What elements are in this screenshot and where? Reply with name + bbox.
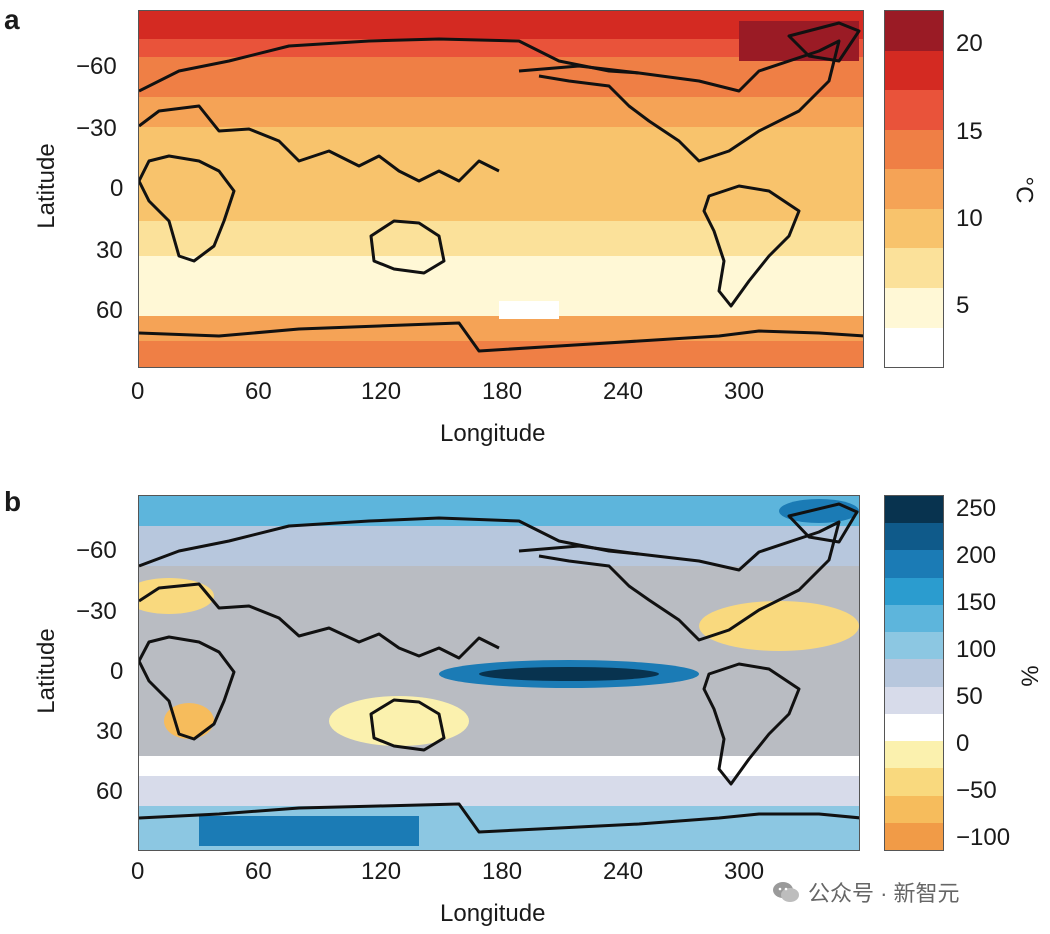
- panel-b-xtick: 180: [482, 858, 523, 885]
- colorbar-a-tick: 5: [956, 292, 970, 319]
- panel-a-ytick: 60: [96, 297, 123, 324]
- panel-a-xtick: 300: [724, 378, 765, 405]
- colorbar-a-cell: [885, 50, 943, 91]
- panel-b-xtick: 60: [245, 858, 272, 885]
- panel-a-ylabel: Latitude: [33, 143, 60, 229]
- colorbar-a-tick: 10: [956, 205, 983, 232]
- colorbar-b-cell: [885, 577, 943, 605]
- panel-b-unit: %: [1015, 665, 1043, 687]
- colorbar-b-cell: [885, 523, 943, 551]
- panel-b-xtick: 120: [361, 858, 402, 885]
- colorbar-a-cell: [885, 90, 943, 130]
- wechat-icon: [773, 882, 799, 902]
- panel-a-xtick: 0: [131, 378, 145, 405]
- panel-b-ylabel: Latitude: [33, 628, 60, 714]
- panel-b-xtick: 240: [603, 858, 644, 885]
- colorbar-a-tick: 15: [956, 118, 983, 145]
- colorbar-b-tick: 150: [956, 589, 997, 616]
- colorbar-b-cell: [885, 741, 943, 769]
- colorbar-b-cell: [885, 822, 943, 851]
- panel-a-xtick: 180: [482, 378, 523, 405]
- colorbar-b-cell: [885, 795, 943, 823]
- colorbar-a-cell: [885, 287, 943, 328]
- colorbar-b-tick: −50: [956, 777, 997, 804]
- watermark-text: 公众号 · 新智元: [808, 881, 960, 906]
- colorbar-b-cell: [885, 632, 943, 660]
- panel-b-letter: b: [4, 486, 22, 517]
- colorbar-b-tick: 100: [956, 636, 997, 663]
- colorbar-a-cell: [885, 129, 943, 170]
- colorbar-b-cell: [885, 604, 943, 633]
- panel-a-map-canvas: [139, 11, 863, 367]
- panel-b-ytick: 60: [96, 778, 123, 805]
- colorbar-a-cell: [885, 11, 943, 51]
- panel-a-xtick: 240: [603, 378, 644, 405]
- colorbar-b-tick: −100: [956, 824, 1011, 851]
- panel-a-ytick: 0: [110, 175, 124, 202]
- panel-a-xtick: 120: [361, 378, 402, 405]
- colorbar-b-tick: 50: [956, 683, 983, 710]
- colorbar-a-tick: 20: [956, 30, 983, 57]
- panel-b-xlabel: Longitude: [440, 900, 546, 927]
- panel-a-xlabel: Longitude: [440, 420, 546, 447]
- panel-b-colorbar: [884, 495, 944, 851]
- colorbar-a-cell: [885, 248, 943, 288]
- panel-a-ytick: 30: [96, 237, 123, 264]
- colorbar-b-cell: [885, 659, 943, 687]
- panel-a-ytick: −60: [76, 53, 117, 80]
- colorbar-a-cell: [885, 208, 943, 249]
- panel-a-xtick: 60: [245, 378, 272, 405]
- colorbar-b-cell: [885, 496, 943, 524]
- panel-b-ytick: −30: [76, 598, 117, 625]
- colorbar-a-cell: [885, 169, 943, 209]
- panel-a-colorbar: [884, 10, 944, 368]
- panel-b-map-canvas: [139, 496, 859, 850]
- panel-b-ytick: 30: [96, 718, 123, 745]
- panel-b-xtick: 300: [724, 858, 765, 885]
- panel-a-unit: °C: [1010, 176, 1038, 204]
- panel-a-map: [138, 10, 864, 368]
- panel-b-map: [138, 495, 860, 851]
- panel-b-ytick: 0: [110, 658, 124, 685]
- colorbar-b-tick: 0: [956, 730, 970, 757]
- panel-b-ytick: −60: [76, 537, 117, 564]
- colorbar-b-cell: [885, 550, 943, 578]
- panel-a-letter: a: [4, 4, 20, 35]
- panel-a-ytick: −30: [76, 115, 117, 142]
- watermark: 公众号 · 新智元: [772, 876, 960, 908]
- panel-b-xtick: 0: [131, 858, 145, 885]
- colorbar-b-cell: [885, 686, 943, 714]
- colorbar-b-cell: [885, 768, 943, 796]
- colorbar-b-tick: 200: [956, 542, 997, 569]
- colorbar-b-cell: [885, 713, 943, 742]
- colorbar-a-cell: [885, 327, 943, 368]
- colorbar-b-tick: 250: [956, 495, 997, 522]
